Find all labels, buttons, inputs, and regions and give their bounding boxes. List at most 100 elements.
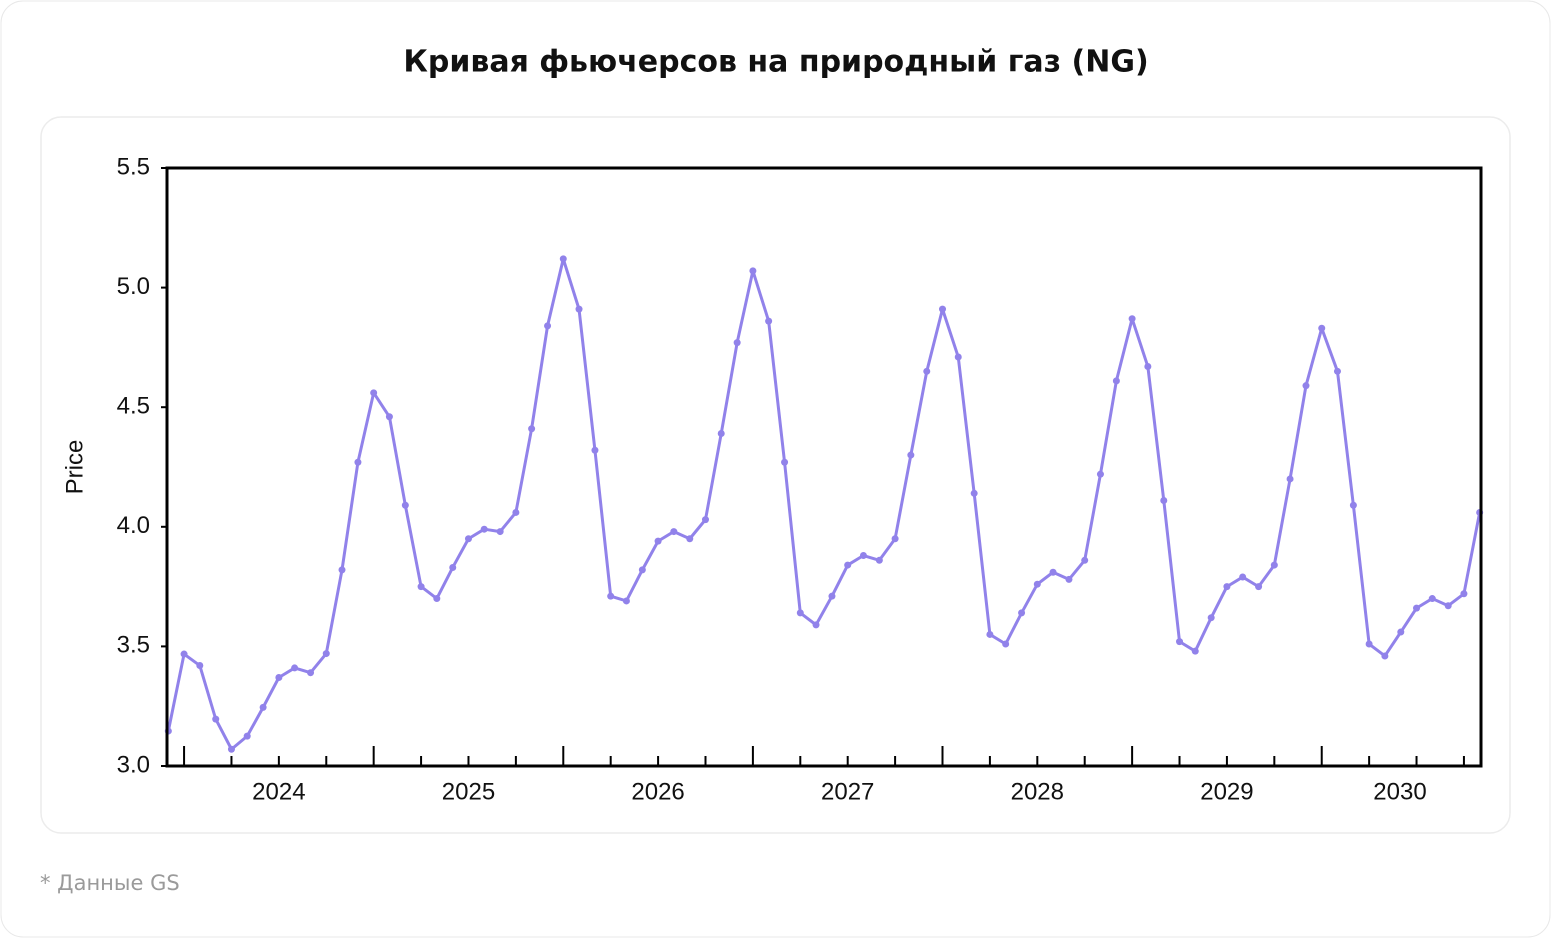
point (1160, 496, 1168, 504)
point (259, 703, 267, 711)
point (480, 525, 488, 533)
plot-card (40, 116, 1511, 834)
point (749, 267, 757, 275)
point (591, 446, 599, 454)
point (1302, 382, 1310, 390)
point (1223, 583, 1231, 591)
point (765, 317, 773, 325)
point (1413, 604, 1421, 612)
point (622, 597, 630, 605)
point (1460, 590, 1468, 598)
x-tick-label: 2029 (1200, 778, 1253, 805)
point (275, 673, 283, 681)
x-tick-label: 2027 (821, 778, 874, 805)
y-tick-label: 4.0 (117, 512, 150, 539)
point (1397, 628, 1405, 636)
point (781, 458, 789, 466)
x-tick-label: 2028 (1011, 778, 1064, 805)
point (417, 583, 425, 591)
point (354, 458, 362, 466)
point (1018, 609, 1026, 617)
point (401, 501, 409, 509)
point (1144, 363, 1152, 371)
point (512, 508, 520, 516)
point (1428, 595, 1436, 603)
point (464, 535, 472, 543)
point (196, 662, 204, 670)
point (1286, 475, 1294, 483)
x-tick-label: 2025 (442, 778, 495, 805)
point (891, 535, 899, 543)
point (180, 650, 188, 658)
point (212, 715, 220, 723)
point (1128, 315, 1136, 323)
point (1270, 561, 1278, 569)
point (496, 528, 504, 536)
point (1191, 647, 1199, 655)
point (607, 592, 615, 600)
point (796, 609, 804, 617)
point (733, 339, 741, 347)
point (828, 592, 836, 600)
point (1112, 377, 1120, 385)
point (812, 621, 820, 629)
point (1049, 568, 1057, 576)
point (291, 664, 299, 672)
point (1255, 583, 1263, 591)
footnote: * Данные GS (40, 871, 180, 895)
point (939, 305, 947, 313)
point (654, 537, 662, 545)
point (844, 561, 852, 569)
point (1381, 652, 1389, 660)
point (227, 745, 235, 753)
point (1349, 501, 1357, 509)
point (385, 413, 393, 421)
y-tick-label: 3.0 (117, 751, 150, 778)
point (1318, 324, 1326, 332)
point (670, 528, 678, 536)
point (449, 563, 457, 571)
point (1333, 367, 1341, 375)
point (1365, 640, 1373, 648)
point (1081, 556, 1089, 564)
point (433, 595, 441, 603)
point (859, 552, 867, 560)
point (638, 566, 646, 574)
point (544, 322, 552, 330)
point (1096, 470, 1104, 478)
y-tick-label: 5.5 (117, 153, 150, 180)
point (717, 430, 725, 438)
point (986, 630, 994, 638)
line (166, 257, 1482, 751)
y-axis-label: Price (61, 440, 88, 495)
x-tick-label: 2024 (252, 778, 305, 805)
point (1065, 575, 1073, 583)
y-tick-label: 4.5 (117, 393, 150, 420)
point (1444, 602, 1452, 610)
point (970, 489, 978, 497)
plot-frame (165, 166, 1483, 768)
point (1239, 573, 1247, 581)
point (701, 516, 709, 524)
point (923, 367, 931, 375)
point (686, 535, 694, 543)
x-tick-label: 2026 (631, 778, 684, 805)
point (1207, 614, 1215, 622)
point (1176, 638, 1184, 646)
point (338, 566, 346, 574)
chart-title: Кривая фьючерсов на природный газ (NG) (403, 45, 1148, 80)
point (528, 425, 536, 433)
point (370, 389, 378, 397)
y-tick-label: 3.5 (117, 632, 150, 659)
point (954, 353, 962, 361)
point (307, 669, 315, 677)
x-tick-label: 2030 (1373, 778, 1426, 805)
point (1033, 580, 1041, 588)
point (575, 305, 583, 313)
point (907, 451, 915, 459)
point (1002, 640, 1010, 648)
y-tick-label: 5.0 (117, 273, 150, 300)
point (243, 732, 251, 740)
